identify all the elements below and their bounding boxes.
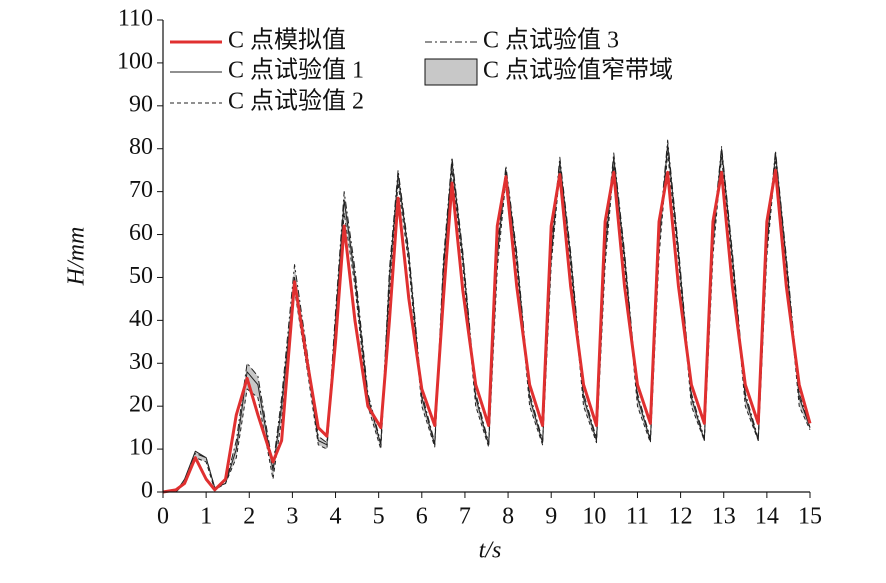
x-tick-label: 10 [582, 504, 606, 530]
x-tick-label: 8 [502, 504, 514, 530]
legend-label: C 点模拟值 [228, 27, 346, 54]
x-tick-label: 5 [373, 504, 385, 530]
y-tick-label: 30 [129, 349, 153, 375]
x-tick-label: 12 [669, 504, 693, 530]
y-tick-label: 50 [129, 263, 153, 289]
x-tick-label: 11 [626, 504, 649, 530]
x-tick-label: 14 [755, 504, 779, 530]
x-tick-label: 1 [200, 504, 212, 530]
legend-label: C 点试验值窄带域 [483, 57, 673, 84]
y-tick-label: 0 [141, 478, 153, 504]
y-tick-label: 80 [129, 134, 153, 160]
x-tick-label: 9 [545, 504, 557, 530]
y-axis-label: H/mm [64, 227, 90, 287]
y-tick-label: 60 [129, 220, 153, 246]
y-tick-label: 70 [129, 177, 153, 203]
series-line [162, 168, 812, 494]
y-tick-label: 110 [118, 6, 153, 32]
legend-label: C 点试验值 3 [483, 27, 619, 54]
x-tick-label: 7 [459, 504, 471, 530]
legend-swatch [424, 58, 478, 86]
x-tick-label: 4 [330, 504, 342, 530]
x-tick-label: 13 [712, 504, 736, 530]
series-line [163, 143, 811, 493]
y-tick-label: 20 [129, 392, 153, 418]
x-tick-label: 0 [157, 504, 169, 530]
y-tick-label: 100 [117, 48, 153, 74]
legend-label: C 点试验值 2 [228, 88, 364, 115]
x-tick-label: 3 [286, 504, 298, 530]
y-tick-label: 10 [129, 435, 153, 461]
x-tick-label: 2 [243, 504, 255, 530]
x-axis-label: t/s [479, 538, 502, 564]
series-line [163, 152, 811, 493]
legend-label: C 点试验值 1 [228, 57, 364, 84]
y-tick-label: 40 [129, 306, 153, 332]
y-tick-label: 90 [129, 91, 153, 117]
x-tick-label: 6 [416, 504, 428, 530]
x-tick-label: 15 [798, 504, 822, 530]
